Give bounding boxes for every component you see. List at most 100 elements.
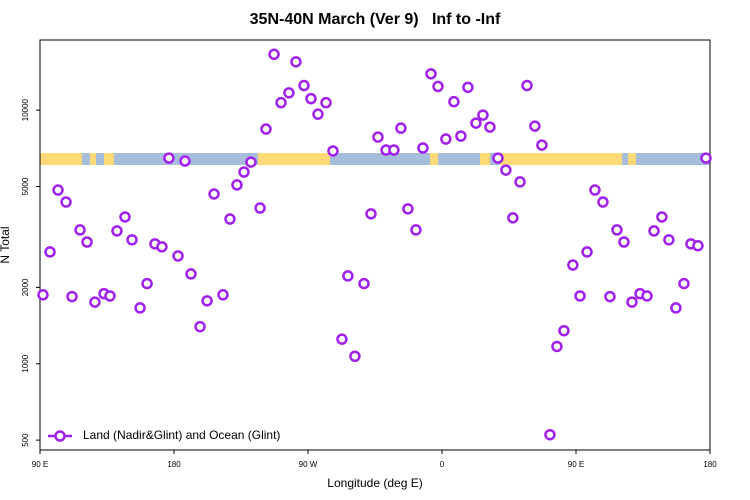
point	[342, 270, 354, 282]
point	[581, 246, 593, 258]
point	[529, 120, 541, 132]
point	[492, 152, 504, 164]
point	[217, 289, 229, 301]
point	[37, 289, 49, 301]
point	[44, 246, 56, 258]
point	[163, 152, 175, 164]
point	[388, 144, 400, 156]
point	[663, 234, 675, 246]
point	[185, 268, 197, 280]
point	[448, 95, 460, 108]
band-land	[480, 153, 490, 165]
point	[74, 224, 86, 236]
point	[194, 320, 206, 333]
point	[156, 241, 168, 253]
point	[597, 196, 609, 208]
point	[417, 142, 429, 154]
point	[52, 184, 64, 196]
point	[618, 236, 630, 248]
point	[589, 184, 601, 196]
point	[290, 56, 302, 68]
point	[656, 211, 668, 223]
band-land	[258, 153, 330, 165]
y-axis-label: N Total	[0, 226, 12, 263]
y-tick-label: 500	[21, 433, 30, 447]
point	[551, 340, 563, 353]
y-tick-label: 10000	[21, 98, 30, 121]
point	[611, 224, 623, 236]
point	[648, 225, 660, 237]
point	[134, 302, 146, 314]
plot-frame	[39, 39, 711, 451]
point	[224, 213, 236, 225]
point	[245, 156, 257, 168]
point	[238, 166, 250, 178]
point	[89, 296, 101, 308]
point	[60, 196, 72, 208]
point	[104, 290, 116, 302]
point	[470, 117, 482, 129]
point	[536, 139, 548, 151]
point	[670, 302, 682, 314]
point	[477, 109, 489, 121]
point	[455, 130, 467, 142]
point	[268, 48, 280, 61]
x-axis-label: Longitude (deg E)	[327, 476, 422, 490]
point	[440, 133, 452, 145]
x-tick-label: 0	[440, 460, 445, 469]
point	[567, 259, 579, 271]
point	[500, 164, 512, 176]
band-land	[104, 153, 114, 165]
point	[320, 96, 332, 109]
land-ocean-band	[40, 153, 710, 165]
band-land	[500, 153, 622, 165]
point	[283, 87, 295, 99]
point	[432, 80, 444, 93]
band-land	[628, 153, 636, 165]
point	[507, 212, 519, 224]
point	[179, 155, 191, 167]
point	[574, 290, 586, 302]
x-tick-label: 180	[167, 460, 181, 469]
point	[66, 290, 78, 303]
point	[141, 277, 153, 290]
point	[254, 202, 266, 214]
point	[641, 290, 653, 302]
x-tick-label: 90 E	[568, 460, 584, 469]
point	[365, 208, 377, 220]
point	[604, 290, 616, 303]
x-tick-label: 90 E	[32, 460, 48, 469]
point	[521, 79, 533, 92]
point	[298, 79, 310, 92]
point	[425, 68, 437, 80]
point	[626, 296, 638, 308]
x-tick-label: 90 W	[299, 460, 318, 469]
point	[208, 188, 220, 200]
x-tick-label: 180	[703, 460, 717, 469]
point	[700, 152, 712, 164]
point	[678, 277, 690, 290]
y-tick-label: 1000	[21, 354, 30, 372]
point	[395, 122, 407, 134]
point	[462, 81, 474, 94]
legend-label: Land (Nadir&Glint) and Ocean (Glint)	[83, 428, 280, 442]
point	[484, 121, 496, 133]
band-land	[430, 153, 438, 165]
point	[558, 324, 570, 337]
point	[692, 239, 704, 252]
point	[172, 250, 184, 262]
point	[260, 123, 272, 135]
point	[305, 92, 317, 105]
point	[544, 428, 556, 441]
y-tick-label: 5000	[21, 177, 30, 195]
point	[275, 96, 287, 109]
band-land	[90, 153, 96, 165]
point	[119, 211, 131, 223]
point	[410, 224, 422, 236]
band-land	[40, 153, 82, 165]
point	[312, 108, 324, 120]
point	[327, 145, 339, 157]
chart-title: 35N-40N March (Ver 9) Inf to -Inf	[250, 11, 501, 28]
point	[372, 131, 384, 143]
